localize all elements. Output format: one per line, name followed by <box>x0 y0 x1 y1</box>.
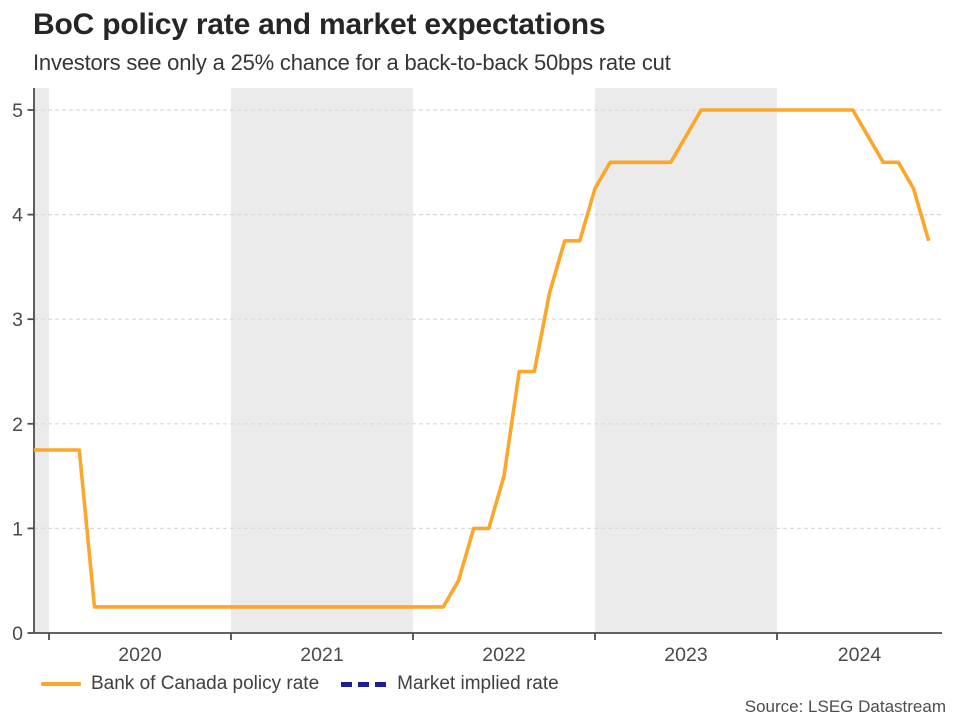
shaded-band-2019 <box>34 88 49 633</box>
chart-title: BoC policy rate and market expectations <box>33 8 606 41</box>
axis-labels: 0 1 2 3 4 5 2020 2021 2022 2023 2024 <box>12 100 881 666</box>
x-tick-label-2023: 2023 <box>664 644 707 666</box>
legend: Bank of Canada policy rate Market implie… <box>41 671 559 697</box>
series-line-bank-of-canada-policy-rate <box>33 108 931 609</box>
year-shading-bands <box>34 88 777 633</box>
x-tick-label-2022: 2022 <box>482 644 525 666</box>
shaded-band-2021 <box>231 88 413 633</box>
legend-item-policy-rate: Bank of Canada policy rate <box>41 673 319 695</box>
y-tick-label-1: 1 <box>12 518 23 540</box>
shaded-band-2023 <box>595 88 777 633</box>
x-tick-label-2021: 2021 <box>300 644 343 666</box>
market-implied-line-swatch <box>341 681 388 687</box>
y-tick-label-2: 2 <box>12 414 23 436</box>
legend-item-market-implied: Market implied rate <box>341 673 559 695</box>
y-tick-label-0: 0 <box>12 623 23 645</box>
gridlines <box>34 109 942 530</box>
source-note: Source: LSEG Datastream <box>744 697 946 716</box>
legend-label-policy-rate: Bank of Canada policy rate <box>91 673 320 694</box>
policy-rate-line-swatch <box>41 681 81 687</box>
chart-subtitle: Investors see only a 25% chance for a ba… <box>33 50 671 75</box>
x-tick-label-2020: 2020 <box>118 644 162 666</box>
y-tick-label-5: 5 <box>12 100 23 122</box>
x-tick-label-2024: 2024 <box>838 644 882 666</box>
y-tick-label-3: 3 <box>12 309 23 331</box>
y-tick-label-4: 4 <box>12 205 23 227</box>
legend-label-market-implied: Market implied rate <box>397 673 559 694</box>
axes <box>27 88 942 640</box>
